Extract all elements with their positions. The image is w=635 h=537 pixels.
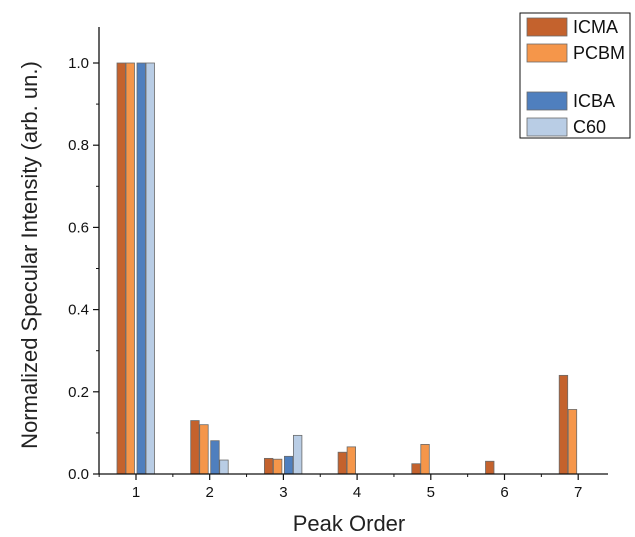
legend-swatch-icba: [526, 91, 568, 111]
axes-group: [98, 27, 608, 475]
bar-c60-1: [145, 62, 155, 475]
legend-label-pcbm: PCBM: [573, 43, 625, 63]
y-ticks-group: 0.0 0.2 0.4 0.6 0.8 1.0: [68, 55, 99, 483]
bar-pcbm-4: [346, 446, 357, 475]
bar-icma-2: [190, 420, 200, 475]
bar-icma-4: [337, 451, 348, 475]
bar-icma-3: [263, 457, 274, 475]
x-tick-label: 6: [500, 484, 508, 501]
x-tick-label: 1: [132, 484, 140, 501]
y-tick-label: 0.0: [68, 466, 89, 483]
bar-icma-7: [558, 374, 569, 475]
y-tick-label: 0.2: [68, 384, 89, 401]
bar-c60-2: [219, 459, 229, 475]
legend-label-icba: ICBA: [573, 91, 615, 111]
y-tick-label: 1.0: [68, 55, 89, 72]
legend-swatch-icma: [526, 17, 568, 37]
legend-label-icma: ICMA: [573, 17, 618, 37]
x-ticks-group: 1 2 3 4 5 6 7: [98, 474, 582, 501]
legend: ICMA PCBM ICBA C60: [519, 12, 631, 139]
bar-pcbm-7: [567, 409, 578, 475]
bar-pcbm-3: [272, 458, 283, 475]
x-tick-label: 7: [574, 484, 582, 501]
bar-pcbm-2: [199, 424, 209, 475]
y-tick-label: 0.6: [68, 219, 89, 236]
bar-pcbm-1: [125, 62, 135, 475]
x-tick-label: 3: [279, 484, 287, 501]
bars-group: [116, 62, 578, 475]
bar-icba-2: [210, 440, 220, 475]
bar-icba-3: [283, 455, 294, 475]
y-axis-title: Normalized Specular Intensity (arb. un.): [17, 61, 42, 449]
bar-icma-6: [485, 460, 495, 475]
bar-icma-5: [411, 463, 421, 475]
legend-swatch-c60: [526, 117, 568, 137]
x-axis-title: Peak Order: [293, 511, 406, 536]
bar-c60-3: [292, 434, 303, 475]
y-tick-label: 0.8: [68, 137, 89, 154]
x-tick-label: 5: [427, 484, 435, 501]
y-tick-label: 0.4: [68, 302, 89, 319]
x-tick-label: 2: [206, 484, 214, 501]
bar-pcbm-5: [420, 444, 430, 475]
bar-icba-1: [136, 62, 146, 475]
x-tick-label: 4: [353, 484, 361, 501]
legend-label-c60: C60: [573, 117, 606, 137]
bar-icma-1: [116, 62, 126, 475]
legend-swatch-pcbm: [526, 43, 568, 63]
